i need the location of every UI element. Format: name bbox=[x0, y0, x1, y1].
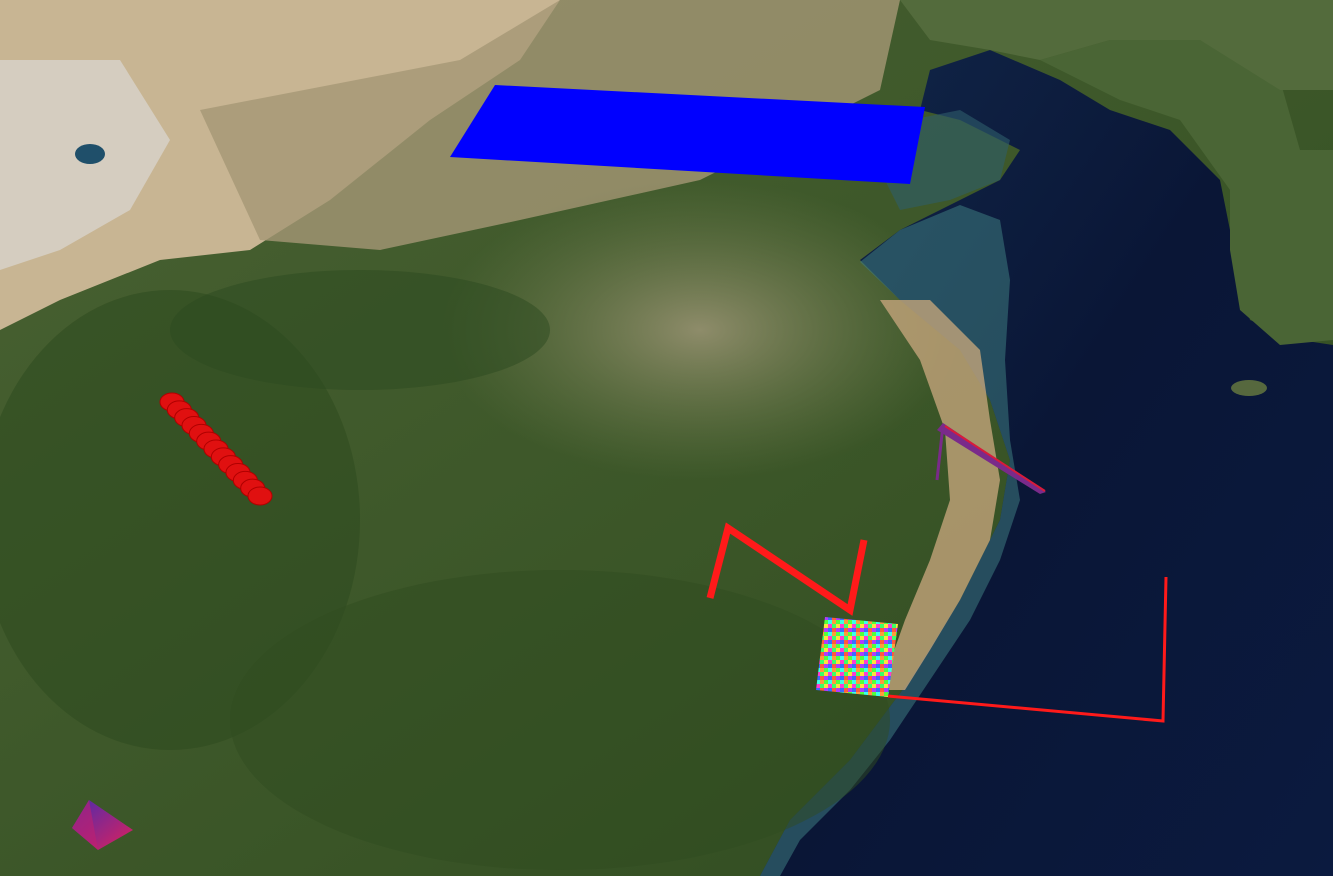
korean-peninsula bbox=[1040, 40, 1333, 345]
sediment-plume bbox=[880, 300, 1000, 690]
jeju-island bbox=[1231, 380, 1267, 396]
snow-mountains bbox=[0, 60, 170, 270]
red-thin-polyline[interactable] bbox=[887, 576, 1168, 723]
red-circles-row[interactable] bbox=[159, 392, 273, 506]
north-korea-land bbox=[900, 0, 1333, 90]
southern-hills bbox=[230, 570, 890, 870]
qinling-range bbox=[170, 270, 550, 390]
north-china-plain bbox=[440, 180, 960, 480]
purple-wall-overlay[interactable] bbox=[935, 423, 1046, 494]
red-zigzag-polyline[interactable] bbox=[706, 522, 868, 616]
coastal-shallows bbox=[760, 205, 1020, 876]
red-circle-instance[interactable] bbox=[247, 486, 273, 506]
sea-region bbox=[760, 0, 1333, 876]
sichuan-forest bbox=[0, 290, 360, 750]
textured-quad-overlay[interactable] bbox=[816, 617, 898, 697]
purple-pyramid-overlay[interactable] bbox=[72, 800, 133, 850]
blue-polygon-overlay[interactable] bbox=[450, 85, 925, 184]
lake-qinghai bbox=[75, 144, 105, 164]
